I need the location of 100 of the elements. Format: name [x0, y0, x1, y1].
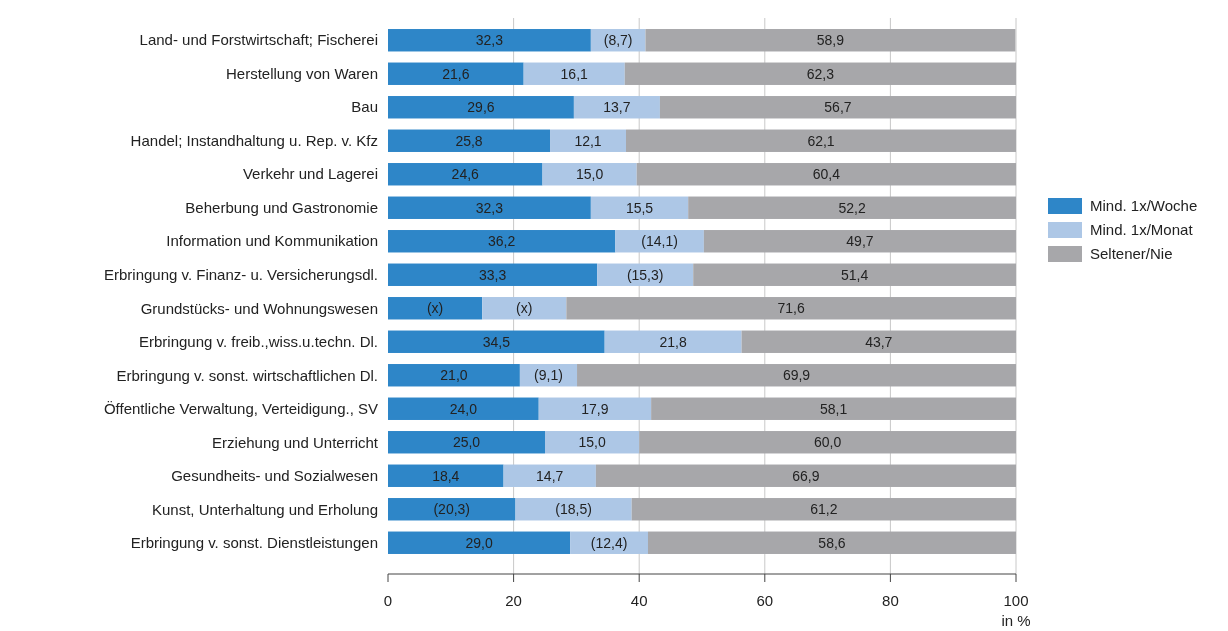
- data-label: 62,1: [807, 132, 835, 149]
- data-label: 60,4: [812, 166, 841, 183]
- data-label: 52,2: [838, 199, 866, 216]
- bar: [388, 364, 520, 387]
- bar: [388, 330, 605, 353]
- data-label: 25,0: [452, 434, 481, 451]
- legend-label: Mind. 1x/Woche: [1090, 197, 1198, 215]
- bar: [388, 263, 598, 286]
- data-label: 29,6: [467, 99, 495, 116]
- x-tick-label: 20: [505, 592, 522, 609]
- y-tick-label: Land- und Forstwirtschaft; Fischerei: [139, 31, 378, 49]
- data-label: (x): [426, 300, 444, 317]
- data-label: 14,7: [536, 467, 564, 484]
- bar: [645, 29, 1016, 52]
- data-label: 69,9: [782, 367, 811, 384]
- data-label: 66,9: [792, 467, 820, 484]
- bar: [545, 431, 640, 454]
- data-label: 71,6: [777, 300, 806, 317]
- data-label: 21,8: [659, 333, 687, 350]
- bar: [550, 129, 627, 152]
- bar: [624, 62, 1016, 85]
- data-label: (8,7): [603, 32, 633, 49]
- bar: [577, 364, 1016, 387]
- data-label: 25,8: [455, 132, 483, 149]
- x-tick-label: 40: [630, 592, 648, 609]
- bar: [703, 230, 1016, 253]
- bar: [647, 531, 1016, 554]
- bar: [388, 196, 591, 219]
- bar: [688, 196, 1016, 219]
- data-label: 15,0: [575, 166, 604, 183]
- data-label: 24,0: [449, 400, 478, 417]
- y-tick-label: Information und Kommunikation: [166, 232, 378, 250]
- bar: [573, 96, 660, 119]
- data-label: (12,4): [590, 534, 628, 551]
- data-label: (14,1): [641, 233, 678, 250]
- bar: [631, 498, 1016, 521]
- bar: [542, 163, 637, 186]
- bar: [659, 96, 1016, 119]
- data-label: 49,7: [846, 233, 874, 250]
- bar: [538, 397, 652, 420]
- data-label: 17,9: [581, 400, 609, 417]
- data-label: 16,1: [560, 65, 589, 82]
- data-label: 61,2: [810, 501, 838, 518]
- y-tick-label: Erbringung v. Finanz- u. Versicherungsdl.: [103, 266, 378, 283]
- y-tick-label: Öffentliche Verwaltung, Verteidigung., SV: [103, 400, 378, 417]
- y-tick-label: Erziehung und Unterricht: [212, 433, 379, 451]
- data-label: (20,3): [433, 501, 471, 518]
- bar: [388, 163, 543, 186]
- y-tick-label: Bau: [351, 98, 378, 116]
- data-label: 24,6: [451, 166, 480, 183]
- bar: [636, 163, 1016, 186]
- y-tick-label: Handel; Instandhaltung u. Rep. v. Kfz: [130, 132, 378, 149]
- y-tick-label: Erbringung v. freib.,wiss.u.techn. Dl.: [139, 333, 378, 350]
- bar: [388, 531, 571, 554]
- data-label: 58,9: [816, 32, 845, 49]
- bar: [388, 397, 539, 420]
- data-label: 15,5: [625, 199, 654, 216]
- data-label: 58,1: [819, 400, 848, 417]
- bar: [604, 330, 742, 353]
- data-label: 13,7: [603, 99, 631, 116]
- data-label: 33,3: [478, 266, 507, 283]
- x-tick-label: 100: [1003, 592, 1029, 609]
- bar: [388, 464, 504, 487]
- data-label: 62,3: [806, 65, 835, 82]
- bar: [566, 297, 1016, 320]
- data-label: 21,0: [440, 367, 468, 384]
- bar: [388, 498, 516, 521]
- bar: [639, 431, 1016, 454]
- y-tick-label: Herstellung von Waren: [225, 65, 378, 82]
- data-label: 51,4: [840, 266, 869, 283]
- y-tick-label: Grundstücks- und Wohnungswesen: [140, 299, 378, 317]
- bar: [741, 330, 1016, 353]
- data-label: 21,6: [442, 65, 470, 82]
- data-label: (18,5): [555, 501, 592, 518]
- x-tick-label: 0: [383, 592, 393, 609]
- data-label: 43,7: [865, 333, 893, 350]
- bar: [590, 196, 689, 219]
- legend-label: Mind. 1x/Monat: [1090, 221, 1194, 239]
- y-tick-label: Erbringung v. sonst. Dienstleistungen: [130, 534, 378, 551]
- bar: [388, 129, 551, 152]
- data-label: 32,3: [475, 32, 504, 49]
- data-label: (x): [516, 300, 533, 317]
- bar: [388, 29, 591, 52]
- bar: [651, 397, 1016, 420]
- bar: [615, 230, 704, 253]
- bar: [523, 62, 625, 85]
- x-tick-label: 60: [756, 592, 774, 609]
- bar: [515, 498, 632, 521]
- x-axis-title: in %: [1001, 612, 1031, 629]
- data-label: 60,0: [813, 434, 842, 451]
- bar: [503, 464, 596, 487]
- bar: [388, 96, 574, 119]
- bar: [388, 62, 524, 85]
- data-label: 12,1: [574, 132, 602, 149]
- data-label: 32,3: [475, 199, 504, 216]
- data-label: 56,7: [824, 99, 852, 116]
- bar: [595, 464, 1016, 487]
- legend-label: Seltener/Nie: [1090, 245, 1173, 263]
- bar: [693, 263, 1016, 286]
- y-tick-label: Gesundheits- und Sozialwesen: [171, 467, 378, 484]
